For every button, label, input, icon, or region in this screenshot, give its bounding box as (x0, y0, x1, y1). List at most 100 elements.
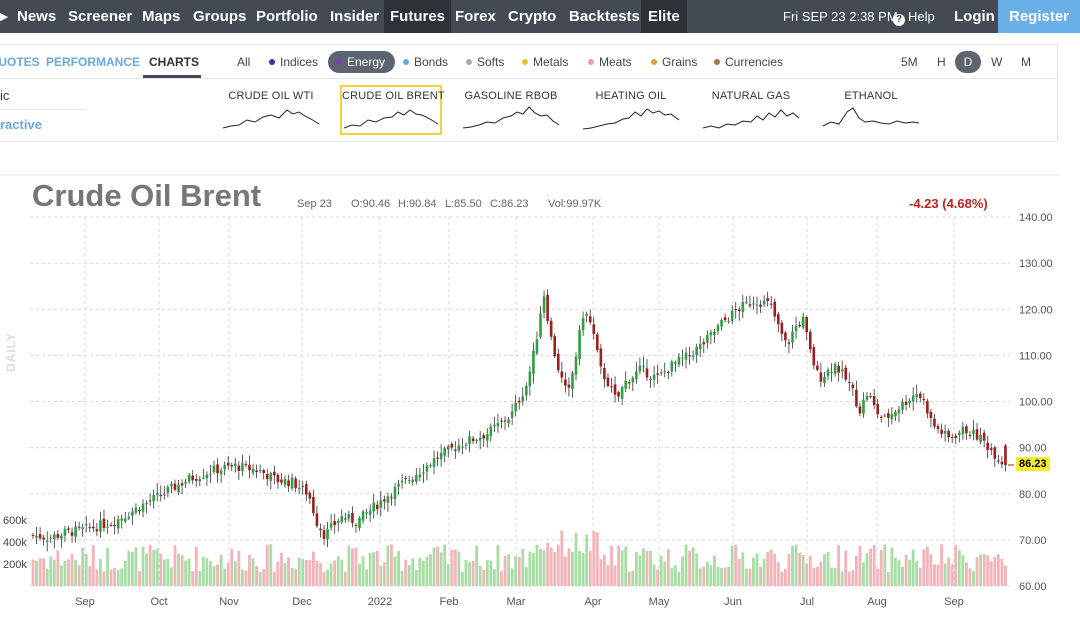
nav-partial-left[interactable]: ▸ (0, 0, 8, 33)
candle-body (560, 371, 564, 378)
candle-body (70, 532, 74, 536)
filter-indices[interactable]: Indices (269, 55, 318, 69)
filter-energy[interactable]: Energy (328, 51, 396, 73)
candle-body (574, 356, 578, 375)
candle-body (855, 389, 858, 407)
volume-bar (652, 564, 656, 586)
candle-body (418, 474, 422, 478)
y-tick-label: 60.00 (1019, 581, 1047, 593)
candle-body (745, 301, 748, 303)
minichart-natural-gas[interactable]: NATURAL GAS (700, 87, 802, 137)
login-button[interactable]: Login (954, 8, 995, 25)
currencies-dot-icon (714, 59, 720, 65)
volume-bar (464, 559, 468, 586)
filter-metals[interactable]: Metals (522, 55, 568, 69)
minichart-crude-oil-brent[interactable]: CRUDE OIL BRENT (340, 85, 445, 135)
volume-bar (56, 550, 60, 586)
nav-maps[interactable]: Maps (142, 8, 181, 25)
volume-bar (400, 570, 404, 586)
nav-futures[interactable]: Futures (384, 0, 452, 33)
minichart-crude-oil-wti[interactable]: CRUDE OIL WTI (220, 87, 322, 137)
timeframe-5m[interactable]: 5M (901, 55, 918, 69)
last-price-tag: 86.23 (1016, 457, 1050, 471)
nav-groups[interactable]: Groups (193, 8, 247, 25)
candle-body (127, 516, 131, 519)
nav-forex[interactable]: Forex (455, 8, 496, 25)
x-tick-label: May (649, 596, 670, 608)
nav-screener[interactable]: Screener (68, 8, 133, 25)
candle-body (780, 322, 784, 334)
timeframe-d[interactable]: D (955, 51, 981, 73)
filter-meats[interactable]: Meats (588, 55, 632, 69)
filter-all[interactable]: All (237, 55, 251, 69)
volume-bar (713, 555, 716, 586)
timeframe-w[interactable]: W (991, 55, 1003, 69)
volume-bar (233, 561, 237, 586)
candle-body (102, 518, 106, 529)
volume-bar (120, 568, 124, 586)
volume-bar (375, 550, 379, 586)
candle-body (262, 470, 265, 473)
timeframe-m[interactable]: M (1021, 55, 1031, 69)
candle-body (35, 535, 38, 538)
candle-body (503, 420, 507, 422)
volume-bar (418, 557, 422, 586)
volume-bar (705, 561, 709, 586)
minichart-sparkline (702, 109, 800, 129)
meats-dot-icon (588, 59, 594, 65)
metals-dot-icon (522, 59, 528, 65)
volume-bar (691, 547, 695, 586)
volume-bar (45, 568, 49, 586)
minichart-gasoline-rbob[interactable]: GASOLINE RBOB (460, 87, 562, 137)
candle-body (833, 364, 837, 374)
minichart-sparkline (822, 107, 920, 127)
volume-bar (634, 551, 638, 586)
volume-bar (95, 569, 99, 586)
minichart-ethanol[interactable]: ETHANOL (820, 87, 922, 137)
volume-bar (517, 556, 521, 586)
volume-bar (532, 553, 535, 586)
filter-bonds[interactable]: Bonds (403, 55, 448, 69)
filter-grains[interactable]: Grains (651, 55, 697, 69)
candle-body (549, 320, 553, 337)
filter-currencies[interactable]: Currencies (714, 55, 783, 69)
volume-bar (226, 562, 230, 586)
volume-bar (49, 556, 53, 586)
nav-news[interactable]: News (17, 8, 57, 25)
left-panel-line2[interactable]: ractive (0, 117, 42, 132)
ohlc-open: O:90.46 (351, 198, 391, 210)
volume-bar (191, 571, 195, 586)
filter-softs[interactable]: Softs (466, 55, 504, 69)
candle-body (706, 335, 709, 343)
volume-bar (886, 571, 890, 586)
nav-backtests[interactable]: Backtests (569, 8, 640, 25)
left-panel-line1[interactable]: ic (0, 88, 10, 103)
volume-bar (918, 567, 922, 586)
volume-bar (876, 568, 880, 586)
nav-crypto[interactable]: Crypto (508, 8, 557, 25)
minichart-sparkline (582, 108, 680, 130)
candle-body (443, 448, 446, 456)
candle-body (120, 518, 124, 521)
minichart-heating-oil[interactable]: HEATING OIL (580, 87, 682, 137)
help-link[interactable]: ? Help (893, 0, 935, 33)
volume-bar (148, 544, 152, 586)
candle-body (84, 524, 88, 526)
x-tick-label: Nov (219, 596, 239, 608)
candle-body (542, 296, 546, 313)
register-button[interactable]: Register (998, 0, 1080, 33)
nav-portfolio[interactable]: Portfolio (256, 8, 318, 25)
x-tick-label: Feb (440, 596, 459, 608)
tab-quotes[interactable]: QUOTES (0, 55, 40, 69)
volume-bar (688, 550, 691, 586)
candle-body (816, 365, 819, 370)
volume-bar (989, 561, 993, 586)
nav-elite[interactable]: Elite (641, 0, 687, 33)
candle-body (478, 437, 482, 441)
candle-body (138, 509, 141, 512)
volume-bar (485, 559, 489, 586)
tab-performance[interactable]: PERFORMANCE (46, 55, 141, 69)
timeframe-h[interactable]: H (937, 55, 946, 69)
nav-insider[interactable]: Insider (330, 8, 380, 25)
tab-charts[interactable]: CHARTS (149, 55, 199, 69)
